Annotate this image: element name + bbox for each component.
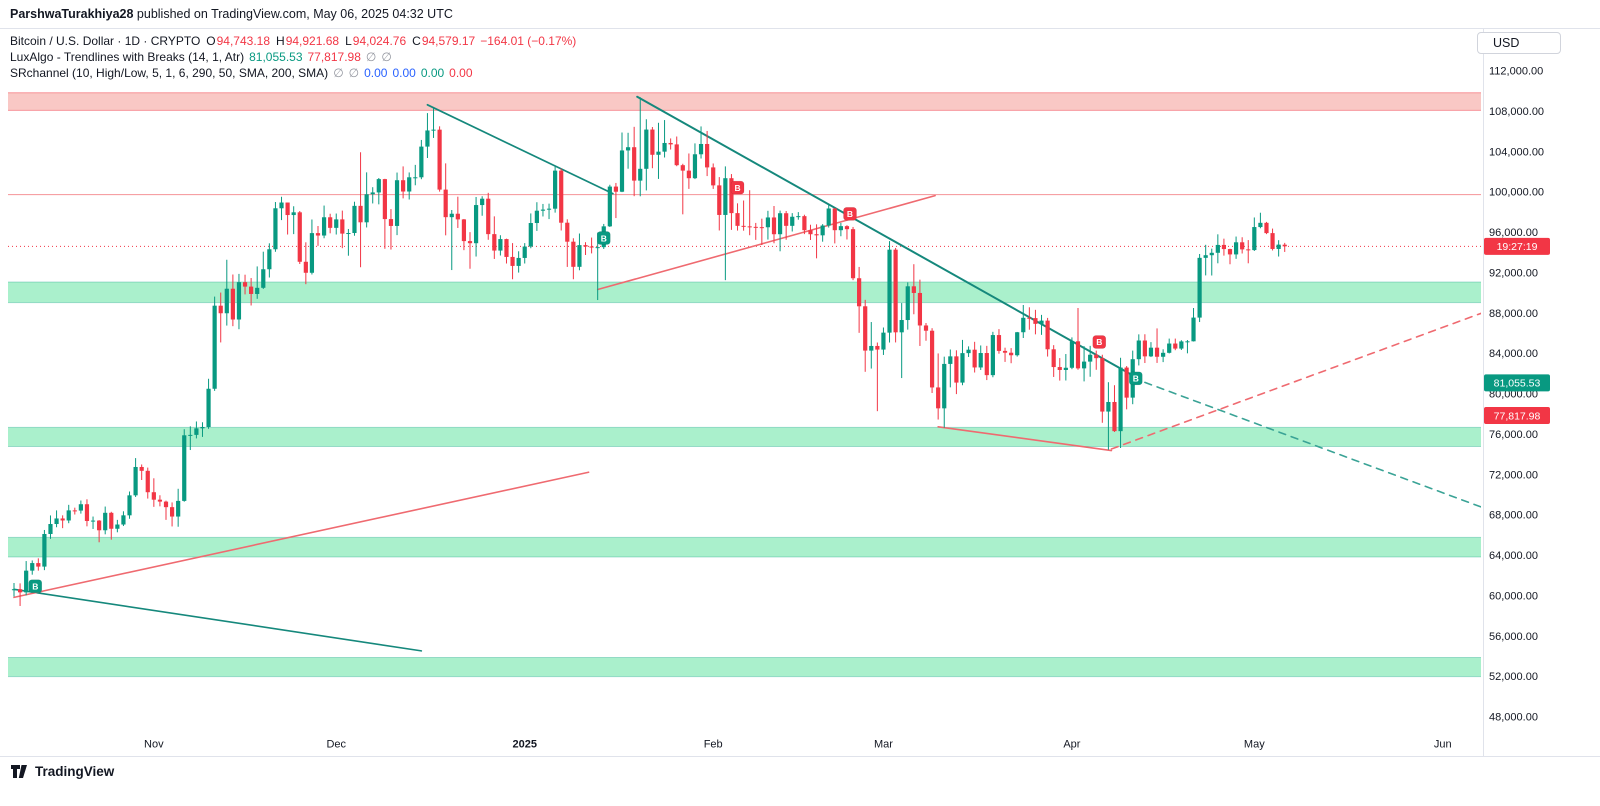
svg-text:B: B xyxy=(1096,337,1102,347)
svg-text:56,000.00: 56,000.00 xyxy=(1489,631,1538,643)
indicator-srchannel-values: ∅ ∅ 0.00 0.00 0.00 0.00 xyxy=(328,66,472,80)
svg-text:Apr: Apr xyxy=(1063,739,1080,751)
svg-text:Jun: Jun xyxy=(1434,739,1452,751)
indicator-luxalgo-title[interactable]: LuxAlgo - Trendlines with Breaks (14, 1,… xyxy=(10,49,245,64)
svg-text:B: B xyxy=(32,581,38,591)
horizontal-lines-layer xyxy=(8,194,1481,247)
svg-text:B: B xyxy=(1133,374,1139,384)
trendlines-layer[interactable] xyxy=(13,95,1485,652)
ohlc-key: O xyxy=(206,33,216,48)
change-value: −164.01 (−0.17%) xyxy=(480,33,577,48)
svg-text:60,000.00: 60,000.00 xyxy=(1489,590,1538,602)
tradingview-logo-icon xyxy=(11,765,27,778)
indicator-value: ∅ xyxy=(333,65,344,80)
ohlc-value: 94,743.18 xyxy=(216,33,271,48)
svg-text:Mar: Mar xyxy=(874,739,893,751)
indicator-value: 0.00 xyxy=(449,65,473,80)
attribution-text: published on TradingView.com, May 06, 20… xyxy=(133,7,453,21)
svg-text:108,000.00: 108,000.00 xyxy=(1489,106,1544,118)
svg-text:81,055.53: 81,055.53 xyxy=(1494,378,1541,390)
indicator-value: ∅ xyxy=(348,65,360,80)
svg-text:B: B xyxy=(847,209,853,219)
attribution-bar: ParshwaTurakhiya28 published on TradingV… xyxy=(0,0,1600,28)
break-labels-layer: B B B B B B xyxy=(28,180,1143,594)
indicator-luxalgo-values: 81,055.53 77,817.98 ∅ ∅ xyxy=(244,50,392,64)
svg-text:Nov: Nov xyxy=(144,739,164,751)
indicator-value: 0.00 xyxy=(420,65,445,80)
svg-text:100,000.00: 100,000.00 xyxy=(1489,187,1544,199)
svg-text:48,000.00: 48,000.00 xyxy=(1489,712,1538,724)
tradingview-logo[interactable]: TradingView xyxy=(10,763,114,779)
chart-legend: Bitcoin / U.S. Dollar · 1D · CRYPTO O94,… xyxy=(10,33,576,81)
candles-layer[interactable] xyxy=(11,97,1287,606)
ohlc-key: L xyxy=(345,33,352,48)
ohlc-value: 94,024.76 xyxy=(352,33,407,48)
svg-text:52,000.00: 52,000.00 xyxy=(1489,671,1538,683)
currency-label: USD xyxy=(1493,36,1520,50)
price-badges-layer: 19:27:19 81,055.53 77,817.98 xyxy=(1484,237,1550,425)
legend-indicator-srchannel-row[interactable]: SRchannel (10, High/Low, 5, 1, 6, 290, 5… xyxy=(10,65,576,80)
lower-trendline-price xyxy=(1484,407,1550,425)
legend-indicator-luxalgo-row[interactable]: LuxAlgo - Trendlines with Breaks (14, 1,… xyxy=(10,49,576,64)
svg-text:B: B xyxy=(601,233,607,243)
ohlc-key: H xyxy=(276,33,285,48)
svg-text:96,000.00: 96,000.00 xyxy=(1489,227,1538,239)
tradingview-brand-text: TradingView xyxy=(35,763,115,779)
svg-text:84,000.00: 84,000.00 xyxy=(1489,348,1538,360)
indicator-value: 77,817.98 xyxy=(307,49,361,64)
legend-symbol-row[interactable]: Bitcoin / U.S. Dollar · 1D · CRYPTO O94,… xyxy=(10,33,576,48)
indicator-value: 81,055.53 xyxy=(249,49,303,64)
svg-text:88,000.00: 88,000.00 xyxy=(1489,308,1538,320)
ohlc-value: 94,921.68 xyxy=(285,33,340,48)
indicator-value: ∅ xyxy=(381,49,392,64)
svg-text:2025: 2025 xyxy=(512,739,536,751)
indicator-value: ∅ xyxy=(365,49,377,64)
ohlc-value: 94,579.17 xyxy=(421,33,476,48)
svg-text:B: B xyxy=(734,183,740,193)
plot-area[interactable]: B B B B B B xyxy=(8,92,1485,678)
author-username: ParshwaTurakhiya28 xyxy=(10,7,134,21)
currency-toggle-button[interactable]: USD xyxy=(1477,32,1561,54)
upper-trendline-price xyxy=(1484,374,1550,392)
svg-text:76,000.00: 76,000.00 xyxy=(1489,429,1538,441)
bar-close-countdown xyxy=(1484,237,1550,255)
indicator-value: 0.00 xyxy=(364,65,388,80)
svg-text:112,000.00: 112,000.00 xyxy=(1489,66,1543,78)
indicator-srchannel-title[interactable]: SRchannel (10, High/Low, 5, 1, 6, 290, 5… xyxy=(10,65,329,80)
svg-text:Feb: Feb xyxy=(704,739,723,751)
ohlc-key: C xyxy=(412,33,421,48)
axes-layer[interactable]: 112,000.00 108,000.00 104,000.00 100,000.00… xyxy=(0,28,1600,757)
svg-text:72,000.00: 72,000.00 xyxy=(1489,469,1538,481)
footer-bar: TradingView xyxy=(0,757,1600,806)
sr-zones-layer xyxy=(8,92,1481,678)
symbol-title[interactable]: Bitcoin / U.S. Dollar · 1D · CRYPTO xyxy=(10,33,201,48)
svg-text:May: May xyxy=(1244,739,1265,751)
ohlc-values: O94,743.18 H94,921.68 L94,024.76 C94,579.17… xyxy=(200,34,576,48)
svg-text:77,817.98: 77,817.98 xyxy=(1494,410,1541,422)
svg-text:104,000.00: 104,000.00 xyxy=(1489,146,1544,158)
svg-text:92,000.00: 92,000.00 xyxy=(1489,267,1538,279)
svg-text:64,000.00: 64,000.00 xyxy=(1489,550,1538,562)
indicator-value: 0.00 xyxy=(392,65,416,80)
svg-text:80,000.00: 80,000.00 xyxy=(1489,389,1538,401)
svg-text:68,000.00: 68,000.00 xyxy=(1489,510,1538,522)
svg-text:Dec: Dec xyxy=(326,739,346,751)
svg-text:19:27:19: 19:27:19 xyxy=(1497,241,1538,253)
